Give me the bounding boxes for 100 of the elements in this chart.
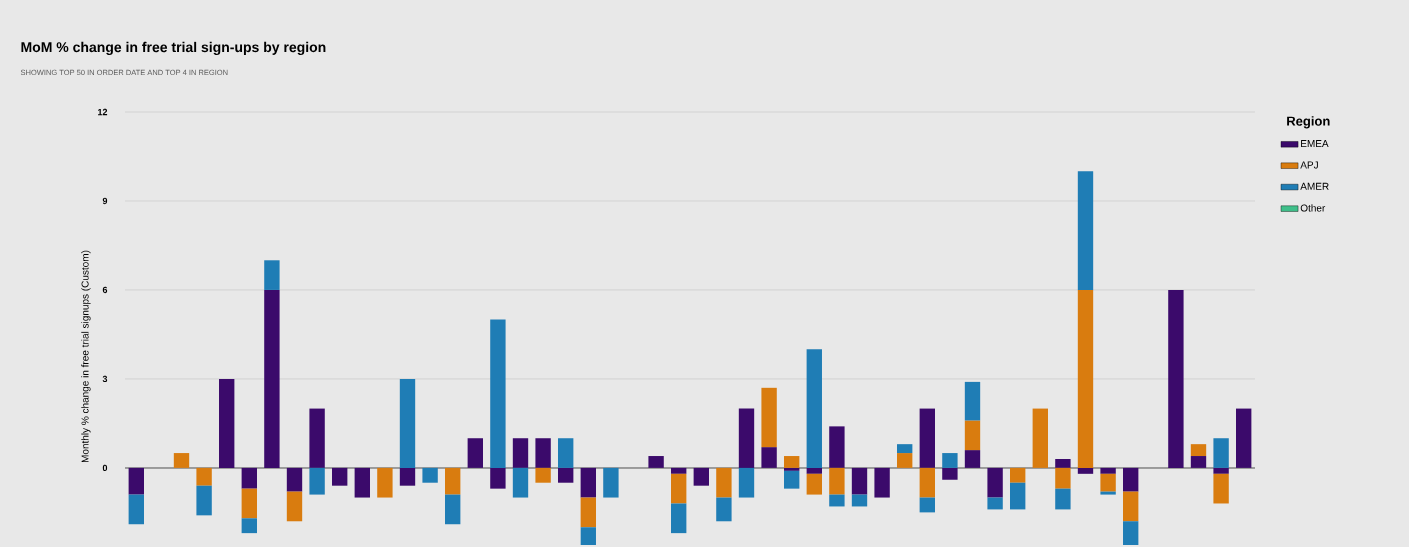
bar: [671, 503, 687, 534]
bar: [1100, 467, 1116, 474]
bar: [490, 319, 506, 468]
bar: [1123, 491, 1139, 522]
bar: [196, 485, 212, 516]
bar: [806, 473, 822, 495]
bar: [829, 494, 845, 507]
bar: [399, 467, 416, 486]
bar: [1055, 458, 1071, 468]
bar: [490, 467, 506, 489]
bar: [761, 447, 777, 468]
bar: [671, 467, 687, 474]
bar: [919, 467, 935, 498]
y-tick-label: 3: [102, 375, 108, 383]
bar: [987, 467, 1003, 498]
bar: [241, 467, 257, 489]
legend-label: APJ: [1300, 161, 1318, 169]
bar: [1100, 491, 1116, 495]
bar: [580, 497, 596, 528]
bar: [784, 470, 800, 489]
bar: [1032, 408, 1048, 468]
bar: [1010, 467, 1026, 483]
bar: [806, 349, 822, 468]
bar: [964, 450, 981, 468]
legend-label: EMEA: [1301, 140, 1329, 147]
bar: [1100, 473, 1116, 492]
bar: [354, 467, 370, 498]
bar: [693, 467, 709, 486]
bar: [1077, 289, 1094, 468]
bar: [580, 527, 596, 545]
bar: [942, 453, 958, 468]
bar: [1236, 408, 1252, 468]
y-tick-label: 6: [102, 286, 108, 294]
bar: [1010, 482, 1026, 510]
bar: [1213, 438, 1229, 468]
bar: [761, 387, 777, 448]
bar: [964, 381, 981, 421]
bar: [377, 467, 393, 498]
bar: [173, 453, 190, 468]
y-axis-title: Monthly % change in free trial signups (Custom): [81, 250, 91, 463]
bar: [738, 467, 755, 498]
bar: [467, 438, 483, 468]
legend-title: Region: [1287, 116, 1330, 129]
y-tick-label: 9: [102, 197, 108, 205]
bar: [716, 467, 732, 498]
bar: [1190, 444, 1207, 457]
y-tick-label: 0: [102, 464, 108, 472]
bar: [648, 456, 664, 468]
bar: [535, 438, 551, 468]
bar: [851, 467, 868, 495]
bar: [422, 467, 438, 483]
bar: [1168, 289, 1184, 468]
bar: [964, 420, 981, 451]
bar: [671, 473, 687, 504]
legend-label: Other: [1300, 204, 1326, 212]
bar: [580, 467, 596, 498]
bar: [264, 289, 280, 468]
bar: [1213, 473, 1229, 504]
bar: [399, 378, 416, 468]
bar: [851, 494, 868, 507]
bar: [445, 467, 461, 495]
bar: [919, 408, 935, 468]
bar: [1077, 171, 1094, 290]
bar: [1055, 467, 1071, 489]
bar: [558, 438, 574, 468]
bar: [919, 497, 935, 513]
bar: [784, 467, 800, 471]
bar: [829, 467, 845, 495]
bar: [286, 467, 303, 492]
bar: [716, 497, 732, 522]
bar: [1077, 467, 1094, 474]
bar: [874, 467, 890, 498]
bar: [445, 494, 461, 525]
bar: [897, 444, 913, 454]
legend-label: AMER: [1300, 182, 1329, 190]
bar: [806, 467, 822, 474]
bar: [1213, 467, 1229, 474]
chart-title: MoM % change in free trial sign-ups by region: [21, 41, 326, 55]
bar: [942, 467, 958, 480]
bar: [219, 378, 235, 468]
bar: [512, 438, 529, 468]
bar: [1123, 467, 1139, 492]
bar: [784, 456, 800, 468]
bar: [1190, 456, 1207, 468]
bar: [512, 467, 529, 498]
bar: [196, 467, 212, 486]
bar: [897, 453, 913, 468]
bar: [558, 467, 574, 483]
bar: [241, 488, 257, 519]
bar: [309, 467, 325, 495]
bar: [309, 408, 325, 468]
bar: [738, 408, 755, 468]
bar: [829, 426, 845, 468]
bar: [535, 467, 551, 483]
bar: [264, 260, 280, 290]
bar: [286, 491, 303, 522]
bar: [603, 467, 619, 498]
bar: [241, 518, 257, 534]
bar: [1123, 521, 1139, 545]
bar: [128, 467, 144, 495]
